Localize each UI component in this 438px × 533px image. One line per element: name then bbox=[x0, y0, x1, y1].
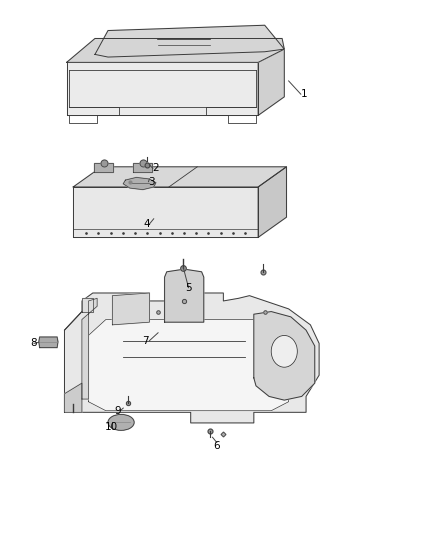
Polygon shape bbox=[258, 49, 284, 115]
Polygon shape bbox=[73, 187, 258, 237]
Polygon shape bbox=[39, 337, 58, 348]
Circle shape bbox=[271, 335, 297, 367]
Text: 7: 7 bbox=[142, 336, 148, 346]
Polygon shape bbox=[258, 167, 286, 237]
Ellipse shape bbox=[108, 415, 134, 430]
Polygon shape bbox=[64, 383, 82, 413]
Polygon shape bbox=[123, 177, 156, 190]
Polygon shape bbox=[133, 163, 152, 172]
Polygon shape bbox=[113, 293, 149, 325]
Text: 10: 10 bbox=[105, 422, 118, 432]
Polygon shape bbox=[67, 38, 284, 62]
Polygon shape bbox=[82, 298, 93, 312]
Polygon shape bbox=[64, 293, 319, 423]
Polygon shape bbox=[254, 312, 315, 400]
Polygon shape bbox=[95, 25, 284, 57]
Text: 6: 6 bbox=[213, 441, 220, 451]
Text: 8: 8 bbox=[31, 338, 37, 349]
Polygon shape bbox=[67, 62, 258, 115]
Polygon shape bbox=[94, 163, 113, 172]
Text: 3: 3 bbox=[148, 176, 155, 187]
Polygon shape bbox=[165, 269, 204, 322]
Text: 4: 4 bbox=[144, 219, 151, 229]
Polygon shape bbox=[73, 167, 286, 187]
Text: 2: 2 bbox=[152, 164, 159, 173]
Text: 5: 5 bbox=[185, 282, 192, 293]
Polygon shape bbox=[88, 319, 289, 411]
Polygon shape bbox=[82, 298, 97, 399]
Text: 1: 1 bbox=[300, 89, 307, 99]
Text: 9: 9 bbox=[115, 406, 121, 416]
